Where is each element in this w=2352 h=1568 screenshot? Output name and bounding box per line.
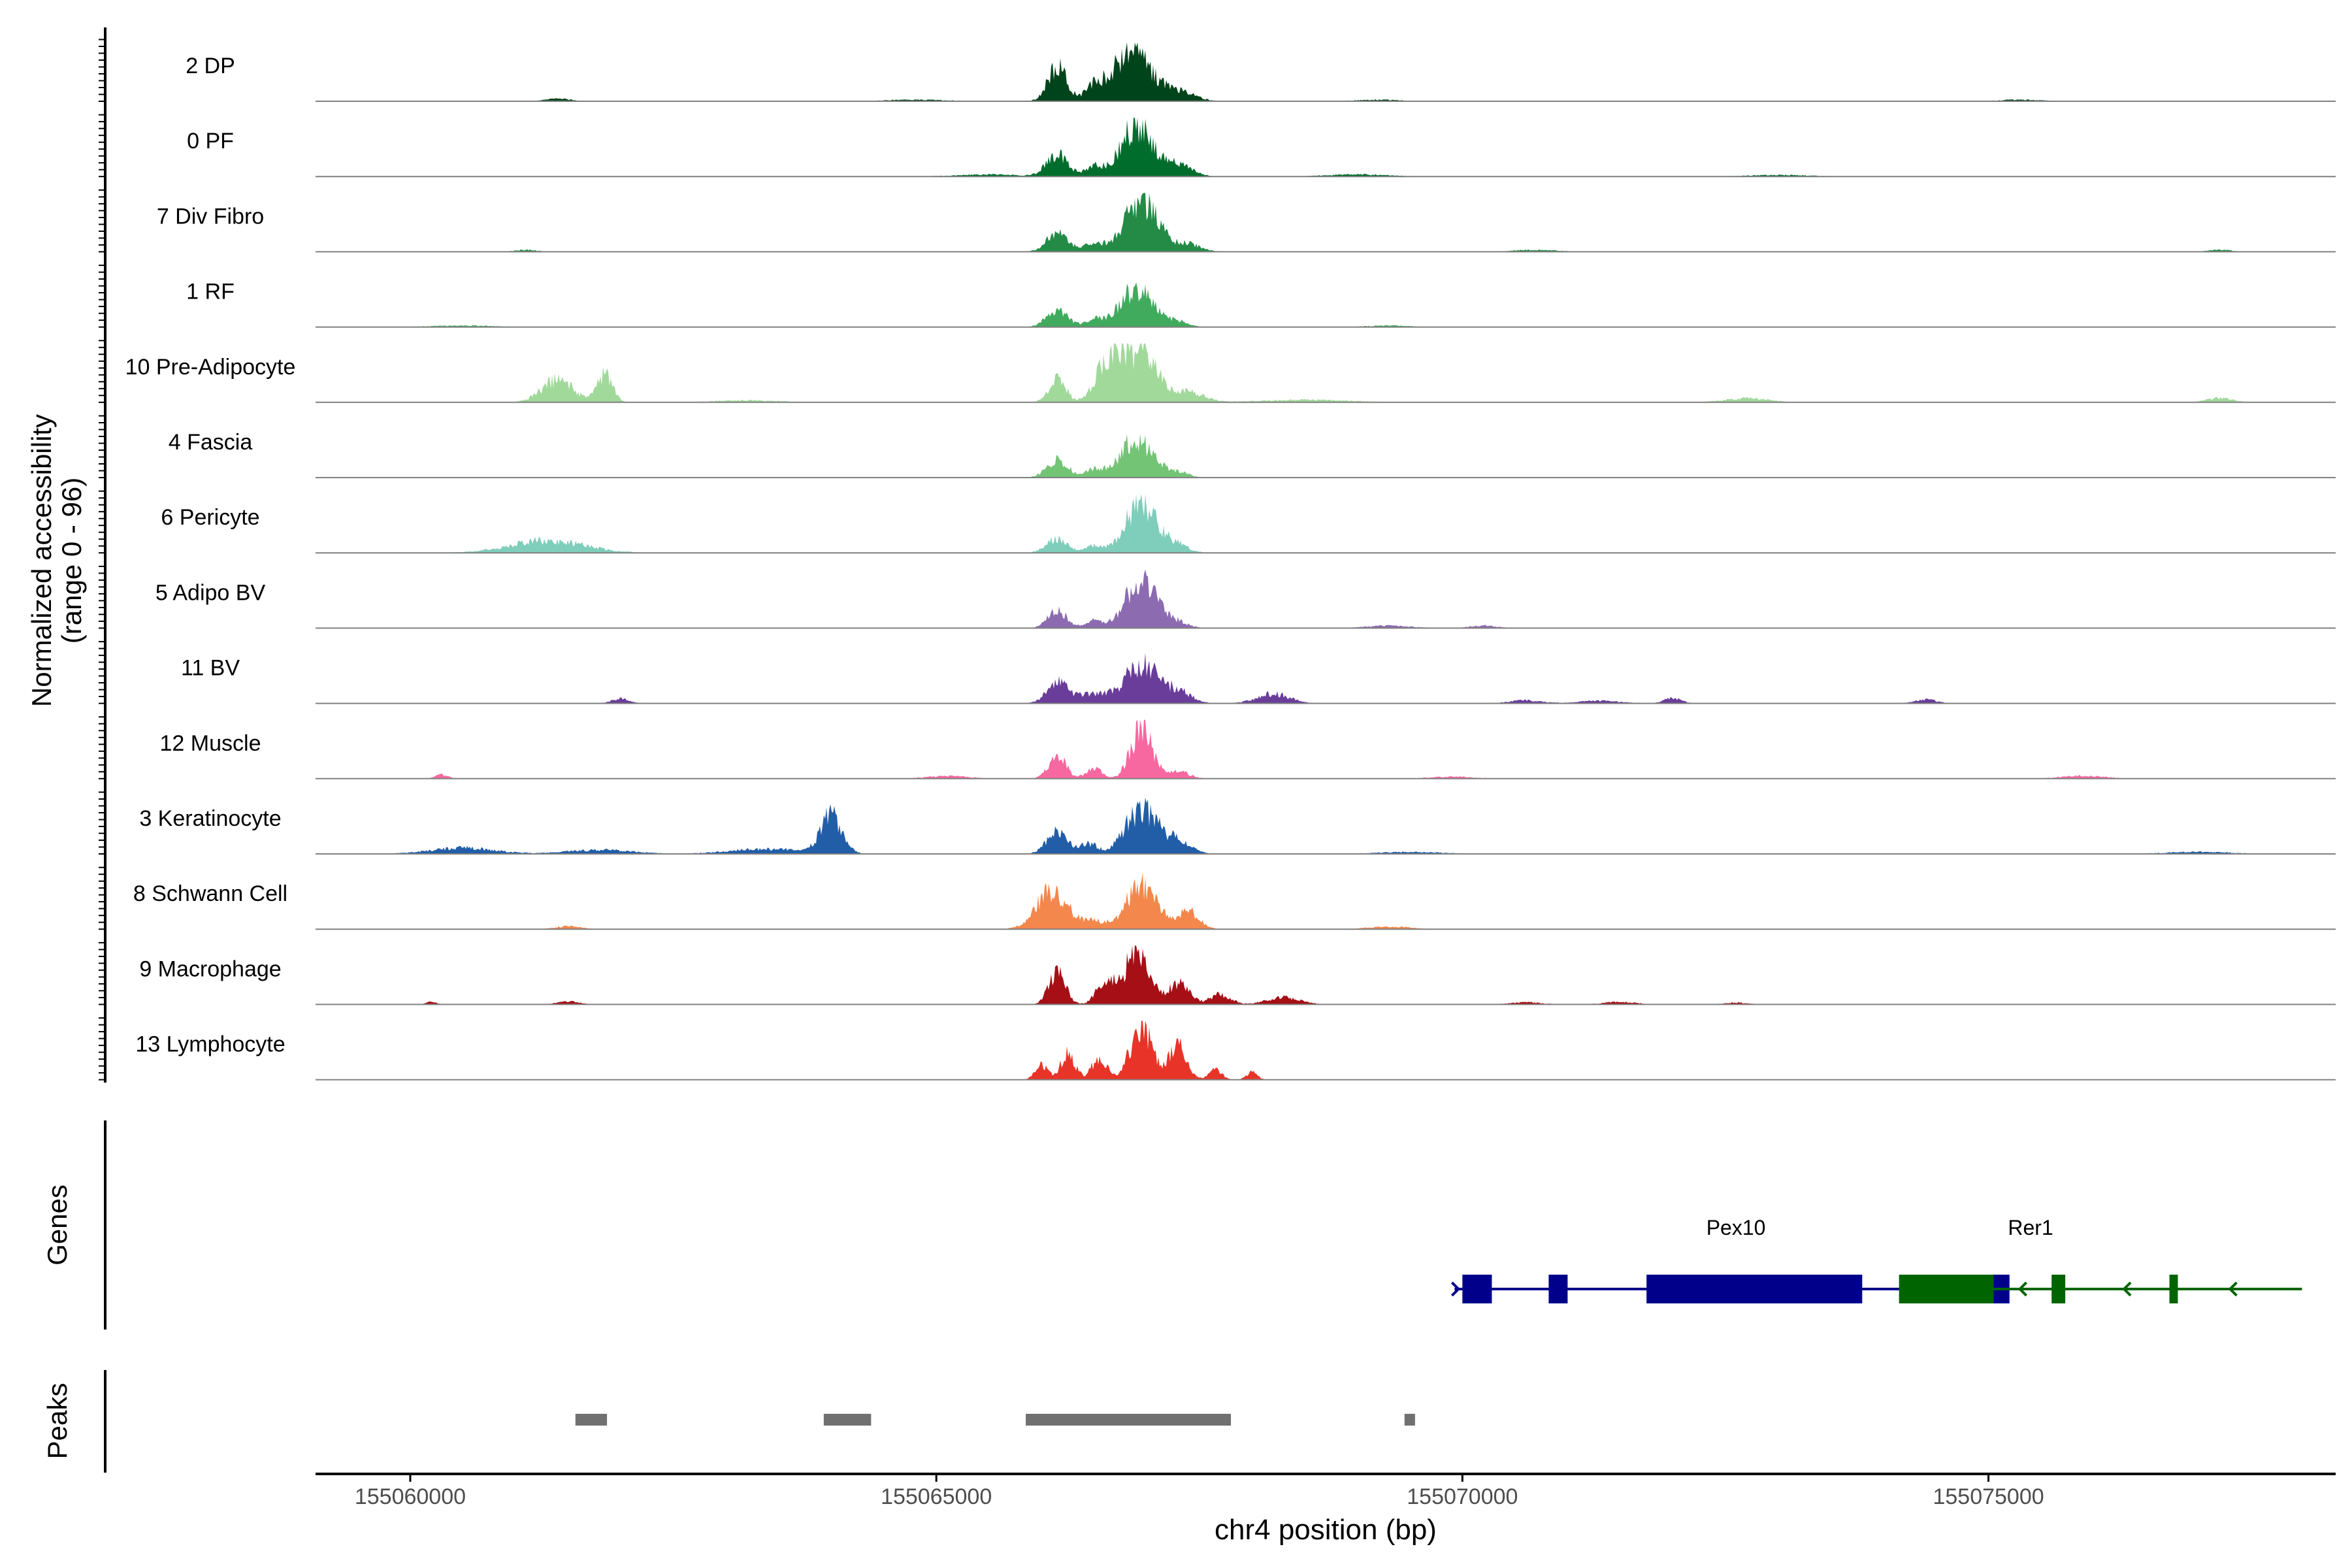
track-label: 5 Adipo BV [155, 580, 266, 605]
peaks-panel-label: Peaks [42, 1383, 73, 1460]
track-label: 0 PF [187, 129, 234, 154]
x-tick-label: 155060000 [355, 1484, 466, 1509]
peaks-panel: Peaks [42, 1370, 1415, 1473]
track-label: 8 Schwann Cell [133, 881, 287, 906]
genes-panel-label: Genes [42, 1184, 73, 1266]
coverage-area [316, 719, 2336, 779]
peak-region [1404, 1414, 1415, 1426]
peak-region [823, 1414, 872, 1426]
genes-panel: Genes Pex10 Rer1 [42, 1120, 2302, 1330]
track-5-adipo-bv: 5 Adipo BV [155, 569, 2336, 629]
gene-exon [1462, 1275, 1492, 1303]
peak-region [1026, 1414, 1232, 1426]
coverage-area [316, 282, 2336, 327]
coverage-area [316, 569, 2336, 629]
track-label: 4 Fascia [169, 430, 253, 455]
gene-exon [1548, 1275, 1568, 1303]
track-8-schwann-cell: 8 Schwann Cell [133, 872, 2336, 930]
coverage-area [316, 1021, 2336, 1080]
strand-arrow [2228, 1281, 2238, 1297]
y-axis-label: Normalized accessibility(range 0 - 96) [26, 414, 87, 707]
coverage-area [316, 872, 2336, 930]
gene-exon [1899, 1275, 1994, 1303]
track-2-dp: 2 DP [186, 42, 2336, 102]
gene-label: Pex10 [1707, 1216, 1766, 1239]
coverage-area [316, 494, 2336, 553]
x-tick-label: 155065000 [881, 1484, 992, 1509]
track-label: 13 Lymphocyte [135, 1032, 285, 1057]
x-axis: 155060000 155065000 155070000 155075000 [316, 1473, 2336, 1509]
track-3-keratinocyte: 3 Keratinocyte [139, 797, 2336, 855]
coverage-area [316, 42, 2336, 101]
coverage-tracks: 2 DP 0 PF 7 Div Fibro 1 RF 10 Pre-Adipocyte 4… [99, 27, 2336, 1083]
track-0-pf: 0 PF [187, 118, 2336, 178]
track-12-muscle: 12 Muscle [160, 719, 2336, 779]
track-label: 9 Macrophage [139, 956, 281, 981]
track-label: 12 Muscle [160, 731, 261, 756]
track-4-fascia: 4 Fascia [169, 430, 2336, 478]
coverage-area [316, 434, 2336, 478]
track-10-pre-adipocyte: 10 Pre-Adipocyte [125, 343, 2336, 403]
gene-rer1: Rer1 [1899, 1216, 2302, 1303]
gene-exon [2051, 1275, 2066, 1303]
track-label: 11 BV [181, 656, 240, 681]
coverage-area [316, 343, 2336, 402]
track-label: 3 Keratinocyte [139, 806, 281, 831]
coverage-area [316, 193, 2336, 252]
x-tick-label: 155070000 [1407, 1484, 1518, 1509]
coverage-area [316, 653, 2336, 704]
track-label: 7 Div Fibro [157, 204, 264, 229]
x-axis-label: chr4 position (bp) [1215, 1514, 1437, 1546]
track-label: 1 RF [186, 280, 235, 304]
strand-arrow [2122, 1281, 2132, 1297]
gene-label: Rer1 [2008, 1216, 2053, 1239]
peak-region [575, 1414, 608, 1426]
coverage-area [316, 797, 2336, 854]
track-11-bv: 11 BV [181, 653, 2336, 704]
track-13-lymphocyte: 13 Lymphocyte [135, 1021, 2336, 1081]
track-label: 6 Pericyte [161, 505, 259, 530]
strand-arrow [2017, 1281, 2028, 1297]
strand-arrow [1450, 1281, 1461, 1297]
coverage-area [316, 118, 2336, 177]
track-label: 2 DP [186, 54, 235, 78]
gene-exon [2169, 1275, 2178, 1303]
track-9-macrophage: 9 Macrophage [139, 945, 2336, 1005]
coverage-area [316, 945, 2336, 1005]
x-tick-label: 155075000 [1933, 1484, 2044, 1509]
gene-exon [1646, 1275, 1863, 1303]
track-label: 10 Pre-Adipocyte [125, 355, 296, 380]
track-7-div-fibro: 7 Div Fibro [157, 193, 2336, 253]
track-6-pericyte: 6 Pericyte [161, 494, 2336, 554]
track-1-rf: 1 RF [186, 280, 2336, 328]
